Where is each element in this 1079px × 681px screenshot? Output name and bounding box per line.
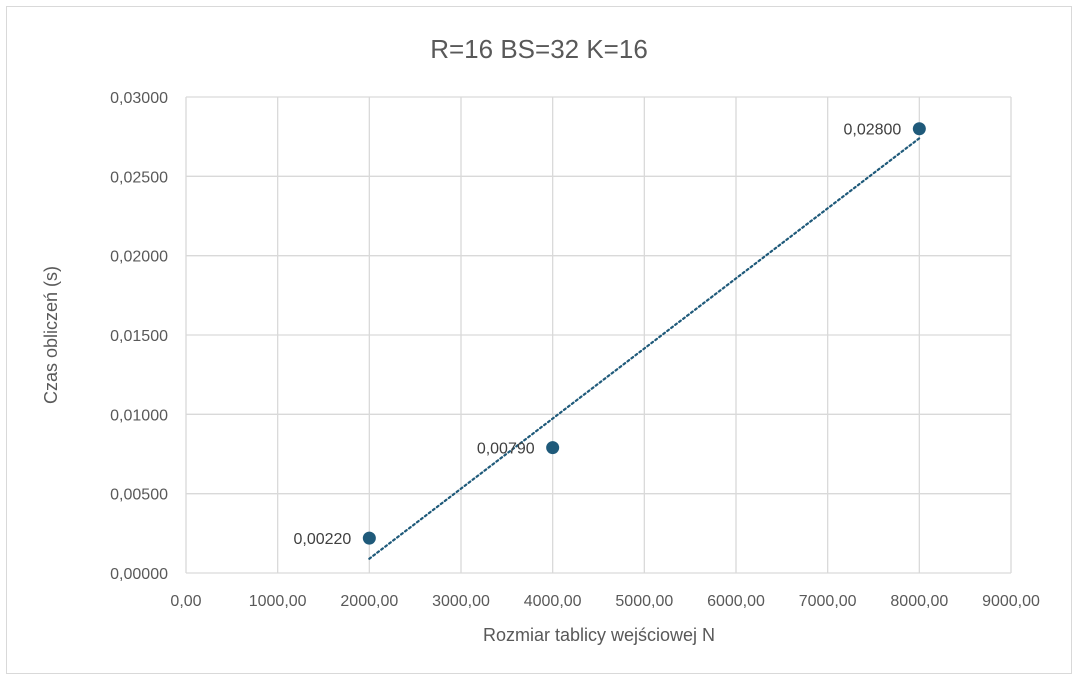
x-tick-label: 7000,00 (799, 593, 857, 610)
data-points (362, 122, 926, 545)
trendline (368, 137, 921, 560)
trendline-group (368, 137, 921, 560)
y-tick-label: 0,01500 (110, 328, 168, 345)
x-tick-label: 3000,00 (432, 593, 490, 610)
data-label: 0,00220 (293, 531, 351, 548)
y-tick-label: 0,00000 (110, 566, 168, 583)
y-axis-ticks: 0,00000 0,00500 0,01000 0,01500 0,02000 0,025… (110, 90, 168, 583)
x-axis-ticks: 0,00 1000,00 2000,00 3000,00 4000,00 5000,00 6… (170, 593, 1040, 610)
grid (185, 96, 1012, 574)
x-axis-label: Rozmiar tablicy wejściowej N (483, 625, 715, 645)
y-tick-label: 0,03000 (110, 90, 168, 107)
x-tick-label: 9000,00 (982, 593, 1040, 610)
data-labels: 0,00220 0,00790 0,02800 (293, 122, 901, 548)
x-tick-label: 8000,00 (890, 593, 948, 610)
x-tick-label: 2000,00 (340, 593, 398, 610)
data-label: 0,02800 (843, 122, 901, 139)
x-tick-label: 0,00 (170, 593, 201, 610)
x-tick-label: 4000,00 (524, 593, 582, 610)
x-tick-label: 1000,00 (249, 593, 307, 610)
chart-frame (6, 6, 1072, 674)
data-point (546, 441, 560, 455)
y-tick-label: 0,02500 (110, 169, 168, 186)
x-tick-label: 6000,00 (707, 593, 765, 610)
data-point (362, 531, 376, 545)
y-axis-label: Czas obliczeń (s) (41, 266, 61, 404)
y-tick-label: 0,01000 (110, 407, 168, 424)
data-label: 0,00790 (477, 441, 535, 458)
y-tick-label: 0,00500 (110, 487, 168, 504)
y-tick-label: 0,02000 (110, 249, 168, 266)
chart-title: R=16 BS=32 K=16 (430, 34, 648, 64)
data-point (912, 122, 926, 136)
x-tick-label: 5000,00 (615, 593, 673, 610)
